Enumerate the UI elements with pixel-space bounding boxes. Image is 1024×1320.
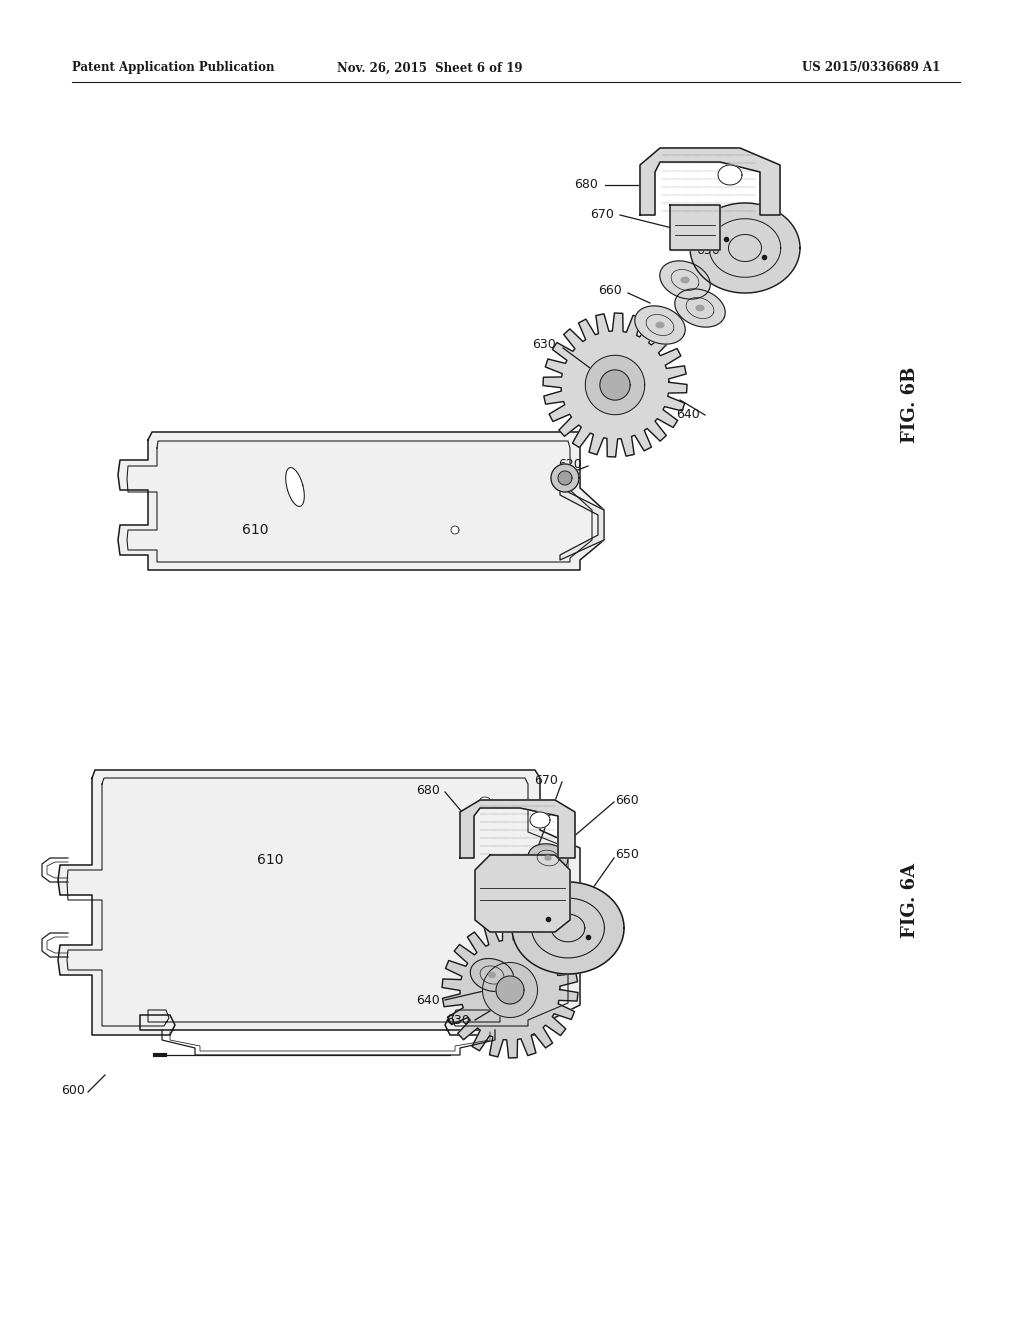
Polygon shape bbox=[286, 467, 304, 507]
Text: 600: 600 bbox=[61, 1084, 85, 1097]
Text: 670: 670 bbox=[535, 774, 558, 787]
Polygon shape bbox=[488, 973, 496, 977]
Polygon shape bbox=[696, 305, 703, 310]
Polygon shape bbox=[512, 882, 624, 974]
Polygon shape bbox=[496, 975, 524, 1005]
Text: 660: 660 bbox=[615, 793, 639, 807]
Text: 630: 630 bbox=[532, 338, 556, 351]
Polygon shape bbox=[118, 432, 604, 570]
Text: 610: 610 bbox=[257, 853, 284, 867]
Text: FIG. 6A: FIG. 6A bbox=[901, 862, 919, 937]
Polygon shape bbox=[640, 148, 780, 215]
Polygon shape bbox=[470, 958, 514, 991]
Text: Nov. 26, 2015  Sheet 6 of 19: Nov. 26, 2015 Sheet 6 of 19 bbox=[337, 62, 522, 74]
Polygon shape bbox=[718, 165, 742, 185]
Polygon shape bbox=[482, 962, 538, 1018]
Text: 610: 610 bbox=[242, 523, 268, 537]
Polygon shape bbox=[545, 855, 551, 861]
Polygon shape bbox=[551, 465, 579, 492]
Polygon shape bbox=[690, 203, 800, 293]
Polygon shape bbox=[675, 289, 725, 327]
Text: 670: 670 bbox=[590, 209, 614, 222]
Text: 650: 650 bbox=[696, 243, 720, 256]
Polygon shape bbox=[670, 205, 720, 249]
Text: FIG. 6B: FIG. 6B bbox=[901, 367, 919, 444]
Text: 640: 640 bbox=[676, 408, 700, 421]
Polygon shape bbox=[558, 471, 572, 484]
Polygon shape bbox=[586, 355, 645, 414]
Polygon shape bbox=[528, 843, 568, 873]
Text: 660: 660 bbox=[598, 284, 622, 297]
Polygon shape bbox=[681, 277, 689, 282]
Text: 630: 630 bbox=[446, 1014, 470, 1027]
Polygon shape bbox=[656, 322, 664, 327]
Polygon shape bbox=[659, 261, 711, 300]
Polygon shape bbox=[460, 800, 575, 858]
Polygon shape bbox=[58, 770, 580, 1035]
Polygon shape bbox=[475, 855, 570, 932]
Polygon shape bbox=[442, 921, 578, 1059]
Polygon shape bbox=[600, 370, 630, 400]
Polygon shape bbox=[530, 812, 550, 828]
Text: 680: 680 bbox=[416, 784, 440, 796]
Polygon shape bbox=[560, 488, 604, 560]
Text: 620: 620 bbox=[558, 458, 582, 471]
Polygon shape bbox=[451, 525, 459, 535]
Text: US 2015/0336689 A1: US 2015/0336689 A1 bbox=[802, 62, 940, 74]
Polygon shape bbox=[543, 313, 687, 457]
Text: 650: 650 bbox=[615, 849, 639, 862]
Text: Patent Application Publication: Patent Application Publication bbox=[72, 62, 274, 74]
Text: 680: 680 bbox=[574, 178, 598, 191]
Polygon shape bbox=[479, 797, 490, 807]
Text: 640: 640 bbox=[416, 994, 440, 1006]
Polygon shape bbox=[635, 306, 685, 345]
